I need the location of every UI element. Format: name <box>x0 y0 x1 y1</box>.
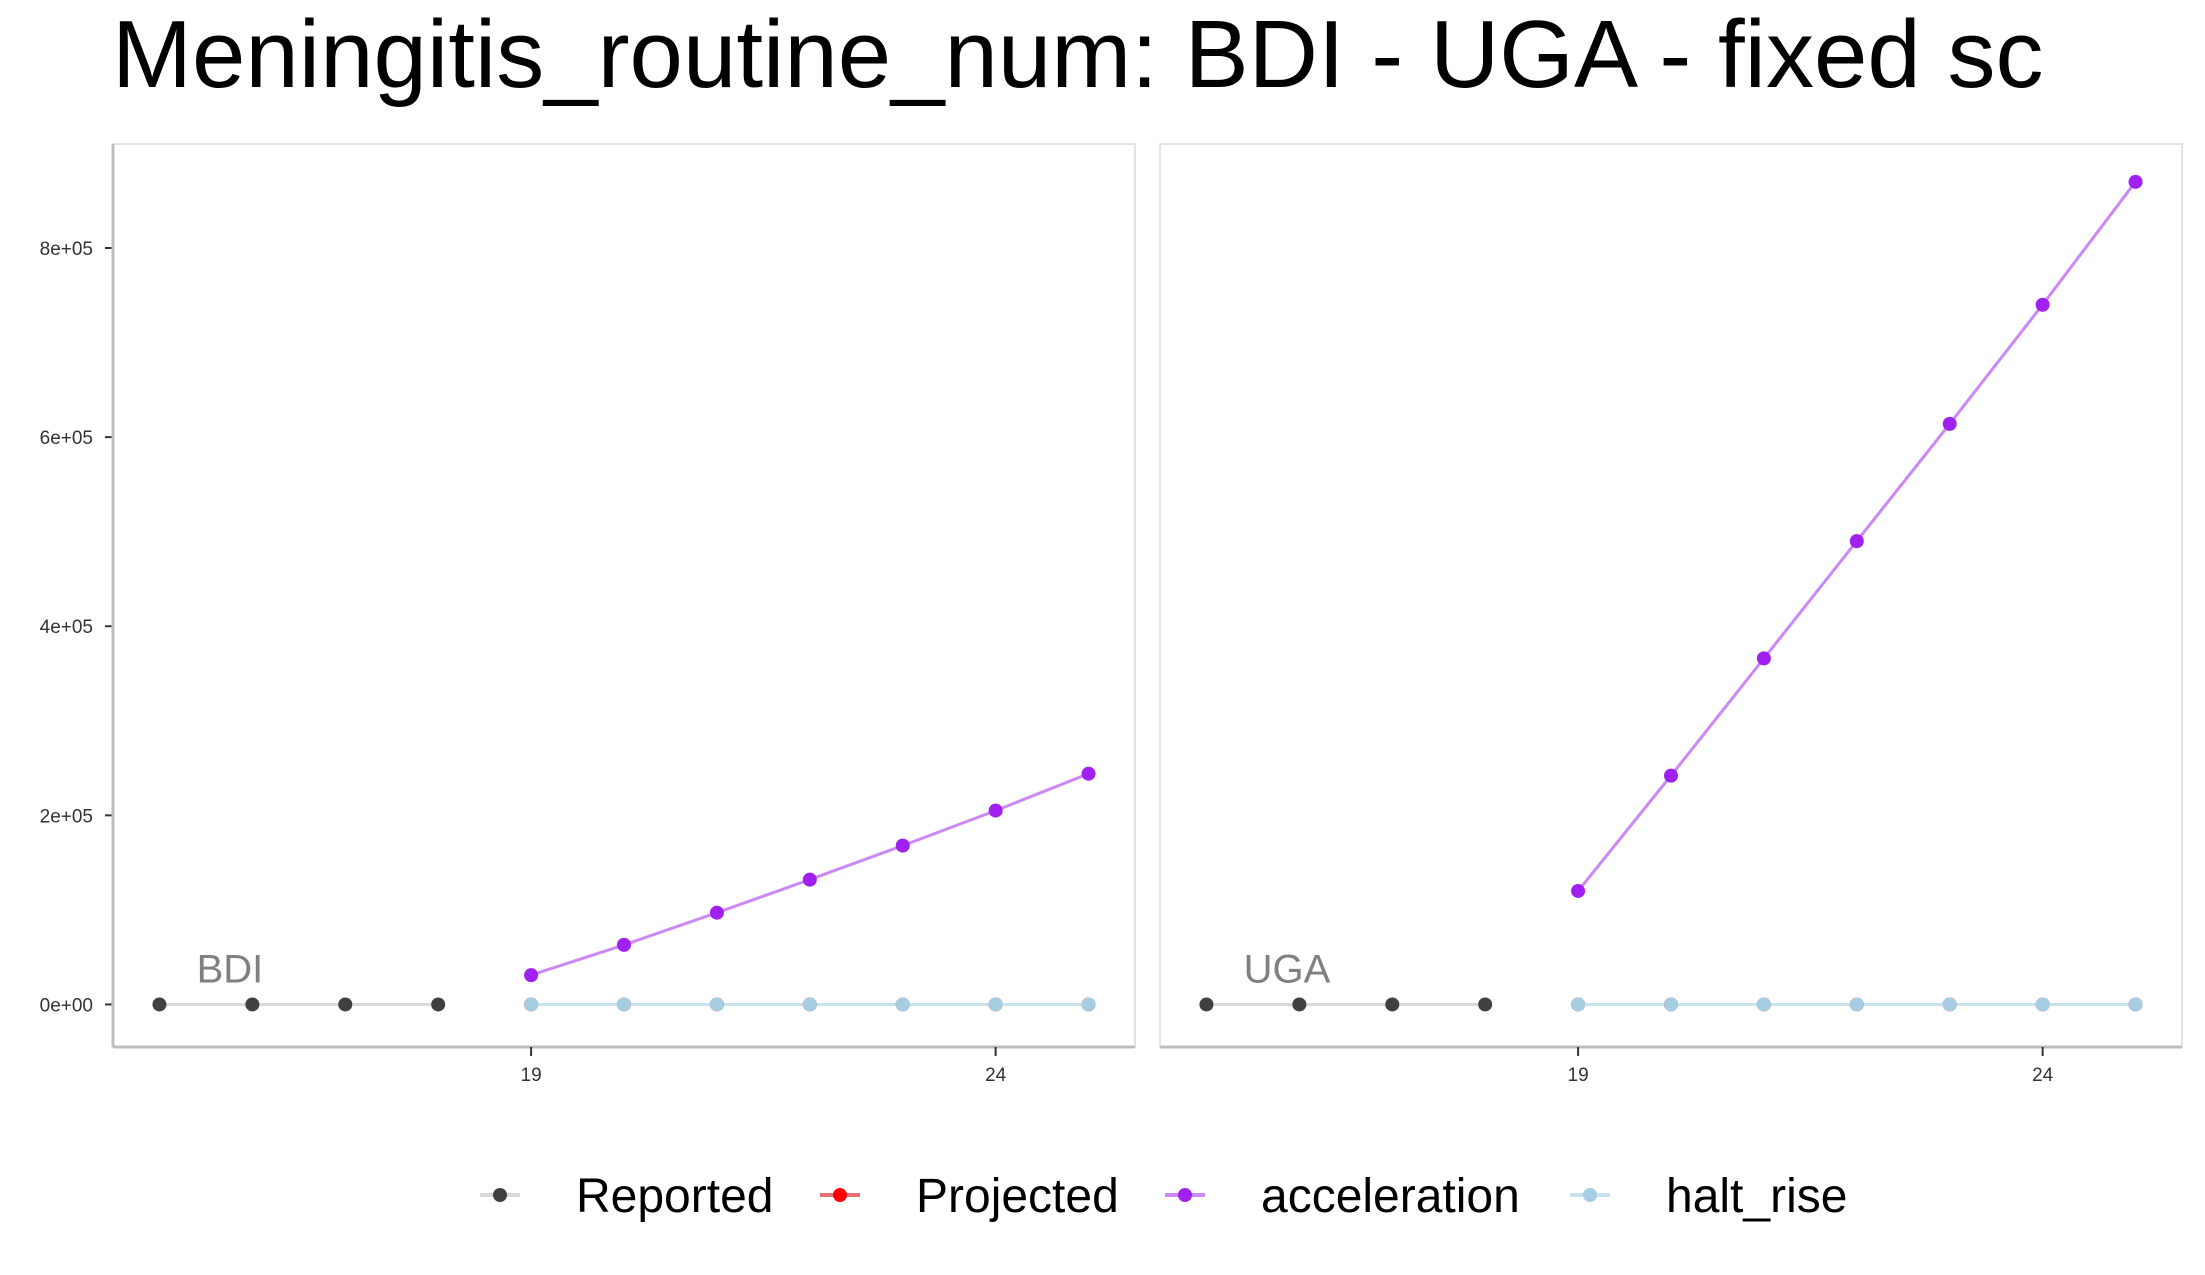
data-point-halt-rise <box>617 997 631 1012</box>
data-point-acceleration <box>988 803 1003 818</box>
data-point-acceleration <box>1664 768 1678 783</box>
panel-border <box>112 143 1136 1048</box>
data-point-halt-rise <box>709 997 724 1012</box>
data-point-reported <box>1385 997 1400 1012</box>
data-point-reported <box>1478 997 1493 1012</box>
data-point-halt-rise <box>1081 997 1096 1012</box>
data-point-halt-rise <box>802 997 817 1012</box>
data-point-acceleration <box>802 872 817 887</box>
legend: Reported Projected acceleration halt_rise <box>480 1170 1847 1223</box>
data-point-reported <box>152 997 167 1012</box>
y-tick-label: 2e+05 <box>40 806 93 827</box>
data-point-acceleration <box>709 905 724 920</box>
data-point-reported <box>1199 997 1214 1012</box>
data-point-acceleration <box>1849 534 1864 549</box>
x-tick-label: 24 <box>2032 1065 2054 1086</box>
data-point-acceleration <box>1756 651 1771 666</box>
y-tick-label: 4e+05 <box>40 617 93 638</box>
x-tick-label: 19 <box>1568 1065 1589 1086</box>
panel-label: BDI <box>197 947 264 991</box>
panel-bdi: 19 24 BDI <box>111 143 1136 1086</box>
data-point-halt-rise <box>2128 997 2143 1012</box>
data-point-reported <box>245 997 260 1012</box>
data-point-acceleration <box>1081 766 1096 781</box>
legend-item-acceleration: acceleration <box>1165 1170 1520 1223</box>
legend-key-point <box>1178 1188 1192 1202</box>
data-point-halt-rise <box>1942 997 1957 1012</box>
legend-label: acceleration <box>1261 1170 1520 1223</box>
data-point-halt-rise <box>1756 997 1771 1012</box>
y-tick-label: 8e+05 <box>40 239 93 260</box>
data-point-acceleration <box>2035 297 2050 312</box>
data-point-halt-rise <box>1849 997 1864 1012</box>
data-point-halt-rise <box>524 997 539 1012</box>
legend-key-point <box>833 1188 847 1202</box>
data-point-acceleration <box>2128 174 2143 189</box>
data-point-acceleration <box>1942 416 1957 431</box>
data-point-halt-rise <box>895 997 910 1012</box>
legend-label: Reported <box>576 1170 773 1223</box>
panel-uga: 19 24 UGA <box>1159 143 2183 1086</box>
data-point-acceleration <box>895 838 910 853</box>
legend-item-projected: Projected <box>820 1170 1119 1223</box>
legend-label: halt_rise <box>1666 1170 1847 1223</box>
y-tick-label: 0e+00 <box>40 995 93 1016</box>
data-point-acceleration <box>1571 883 1586 898</box>
data-point-reported <box>1292 997 1307 1012</box>
legend-key-point <box>1583 1188 1597 1202</box>
y-axis: 0e+00 2e+05 4e+05 6e+05 8e+05 <box>40 239 113 1016</box>
data-point-halt-rise <box>988 997 1003 1012</box>
x-tick-label: 24 <box>985 1065 1007 1086</box>
legend-item-halt-rise: halt_rise <box>1570 1170 1847 1223</box>
data-point-reported <box>431 997 446 1012</box>
y-tick-label: 6e+05 <box>40 428 93 449</box>
page-title: Meningitis_routine_num: BDI - UGA - fixe… <box>112 1 2044 108</box>
panel-border <box>1159 143 2183 1048</box>
panel-label: UGA <box>1244 947 1331 991</box>
x-tick-label: 19 <box>521 1065 542 1086</box>
legend-label: Projected <box>916 1170 1119 1223</box>
data-point-halt-rise <box>2035 997 2050 1012</box>
data-point-acceleration <box>524 968 539 983</box>
data-point-acceleration <box>617 937 631 952</box>
data-point-halt-rise <box>1571 997 1586 1012</box>
data-point-reported <box>338 997 353 1012</box>
legend-item-reported: Reported <box>480 1170 773 1223</box>
data-point-halt-rise <box>1664 997 1678 1012</box>
legend-key-point <box>493 1188 507 1202</box>
